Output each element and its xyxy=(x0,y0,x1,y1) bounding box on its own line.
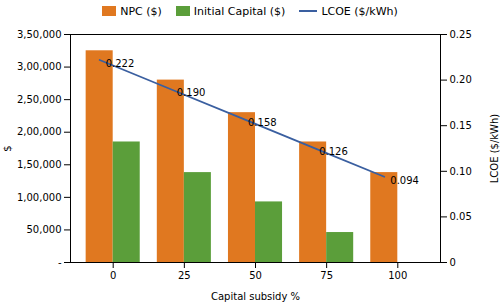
svg-text:0.126: 0.126 xyxy=(319,146,348,157)
svg-text:0: 0 xyxy=(110,270,116,281)
svg-text:0.10: 0.10 xyxy=(450,166,472,177)
svg-text:0.20: 0.20 xyxy=(450,74,472,85)
svg-text:3,00,000: 3,00,000 xyxy=(17,61,62,72)
svg-text:LCOE ($/kWh): LCOE ($/kWh) xyxy=(489,114,500,184)
svg-text:0.15: 0.15 xyxy=(450,120,472,131)
svg-text:1,00,000: 1,00,000 xyxy=(17,192,62,203)
svg-text:0.158: 0.158 xyxy=(248,117,277,128)
svg-text:2,50,000: 2,50,000 xyxy=(17,94,62,105)
svg-text:1,50,000: 1,50,000 xyxy=(17,159,62,170)
svg-text:75: 75 xyxy=(320,270,333,281)
html-text:NPC ($): NPC ($) xyxy=(120,4,162,18)
svg-text:$: $ xyxy=(2,145,13,151)
svg-text:Capital subsidy %: Capital subsidy % xyxy=(211,291,300,302)
svg-text:2,00,000: 2,00,000 xyxy=(17,126,62,137)
svg-text:50: 50 xyxy=(249,270,262,281)
svg-text:0.190: 0.190 xyxy=(177,87,206,98)
svg-text:-: - xyxy=(58,257,62,268)
svg-text:3,50,000: 3,50,000 xyxy=(17,29,62,40)
svg-text:0: 0 xyxy=(450,257,456,268)
html-text:Initial Capital ($): Initial Capital ($) xyxy=(193,4,286,18)
svg-text:0.222: 0.222 xyxy=(106,58,135,69)
html-text:LCOE ($/kWh): LCOE ($/kWh) xyxy=(321,4,398,18)
svg-text:0.25: 0.25 xyxy=(450,29,472,40)
svg-text:50,000: 50,000 xyxy=(27,224,62,235)
svg-text:0.094: 0.094 xyxy=(390,175,419,186)
svg-text:25: 25 xyxy=(178,270,191,281)
svg-text:100: 100 xyxy=(388,270,407,281)
svg-text:0.05: 0.05 xyxy=(450,211,472,222)
